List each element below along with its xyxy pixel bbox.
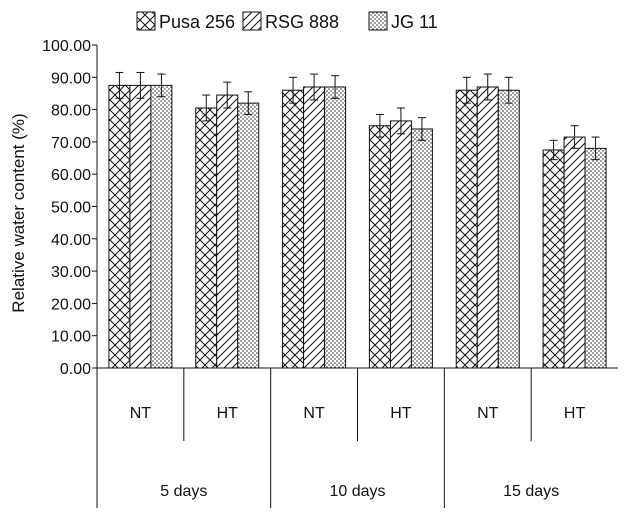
bar — [455, 89, 478, 369]
legend: Pusa 256 RSG 888 JG 11 — [136, 11, 438, 32]
error-bars — [115, 71, 600, 161]
y-tick-label: 0.00 — [60, 361, 91, 378]
bar — [389, 120, 412, 369]
bar — [497, 89, 520, 369]
bars — [108, 84, 607, 369]
bar — [282, 89, 305, 369]
x-tick-label: HT — [564, 405, 586, 422]
legend-label: JG 11 — [391, 12, 438, 32]
y-tick-label: 40.00 — [51, 232, 91, 249]
x-group-label: 15 days — [503, 483, 559, 500]
bar — [303, 86, 326, 369]
legend-swatch — [242, 11, 262, 31]
y-tick-label: 80.00 — [51, 103, 91, 120]
x-group-label: 5 days — [160, 483, 207, 500]
y-axis-title: Relative water content (%) — [9, 113, 28, 312]
x-tick-label: HT — [390, 405, 412, 422]
legend-label: Pusa 256 — [159, 12, 235, 32]
y-tick-label: 60.00 — [51, 167, 91, 184]
bar — [150, 84, 173, 369]
legend-swatch — [368, 11, 388, 31]
x-tick-label: HT — [217, 405, 239, 422]
bar — [108, 84, 131, 369]
x-tick-label: NT — [477, 405, 499, 422]
bar — [476, 86, 499, 369]
bar — [410, 128, 433, 369]
bar — [129, 84, 152, 369]
y-tick-label: 70.00 — [51, 135, 91, 152]
y-tick-label: 100.00 — [42, 38, 91, 55]
bar — [216, 94, 239, 369]
x-tick-label: NT — [130, 405, 152, 422]
bar — [195, 107, 218, 369]
y-tick-label: 30.00 — [51, 264, 91, 281]
legend-label: RSG 888 — [265, 12, 339, 32]
x-group-label: 10 days — [329, 483, 385, 500]
x-tick-label: NT — [303, 405, 325, 422]
y-tick-label: 50.00 — [51, 200, 91, 217]
y-tick-label: 20.00 — [51, 296, 91, 313]
legend-swatch — [136, 11, 156, 31]
bar — [237, 102, 260, 369]
bar — [563, 136, 586, 369]
y-tick-label: 90.00 — [51, 70, 91, 87]
bar — [542, 149, 565, 369]
bar — [584, 147, 607, 369]
bar — [324, 86, 347, 369]
x-axis: NT HT NT HT NT HT 5 days 10 days 15 days — [96, 368, 586, 508]
bar — [368, 125, 391, 369]
y-tick-label: 10.00 — [51, 329, 91, 346]
axes: 0.00 10.00 20.00 30.00 40.00 50.00 60.00 70.00 8… — [42, 38, 618, 378]
